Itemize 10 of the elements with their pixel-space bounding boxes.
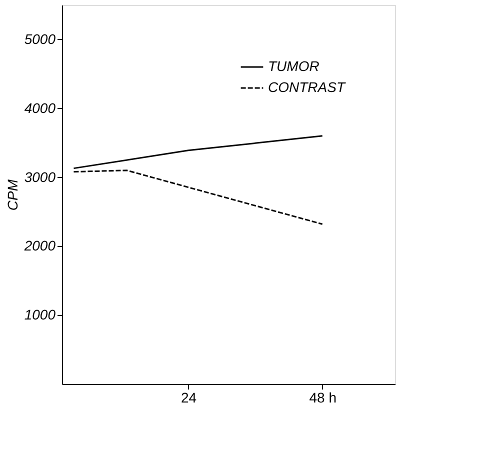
y-tick-label: 3000 <box>24 168 56 185</box>
y-tick-label: 4000 <box>24 100 56 116</box>
y-axis-title: CPM <box>4 179 20 211</box>
y-tick-label: 5000 <box>24 30 56 47</box>
x-tick-label: 24 <box>180 390 197 406</box>
y-tick-label: 1000 <box>24 306 56 323</box>
legend-label: CONTRAST <box>268 79 346 95</box>
x-tick-label: 48 h <box>309 390 336 406</box>
legend-label: TUMOR <box>268 58 320 74</box>
y-tick-label: 2000 <box>23 238 56 254</box>
